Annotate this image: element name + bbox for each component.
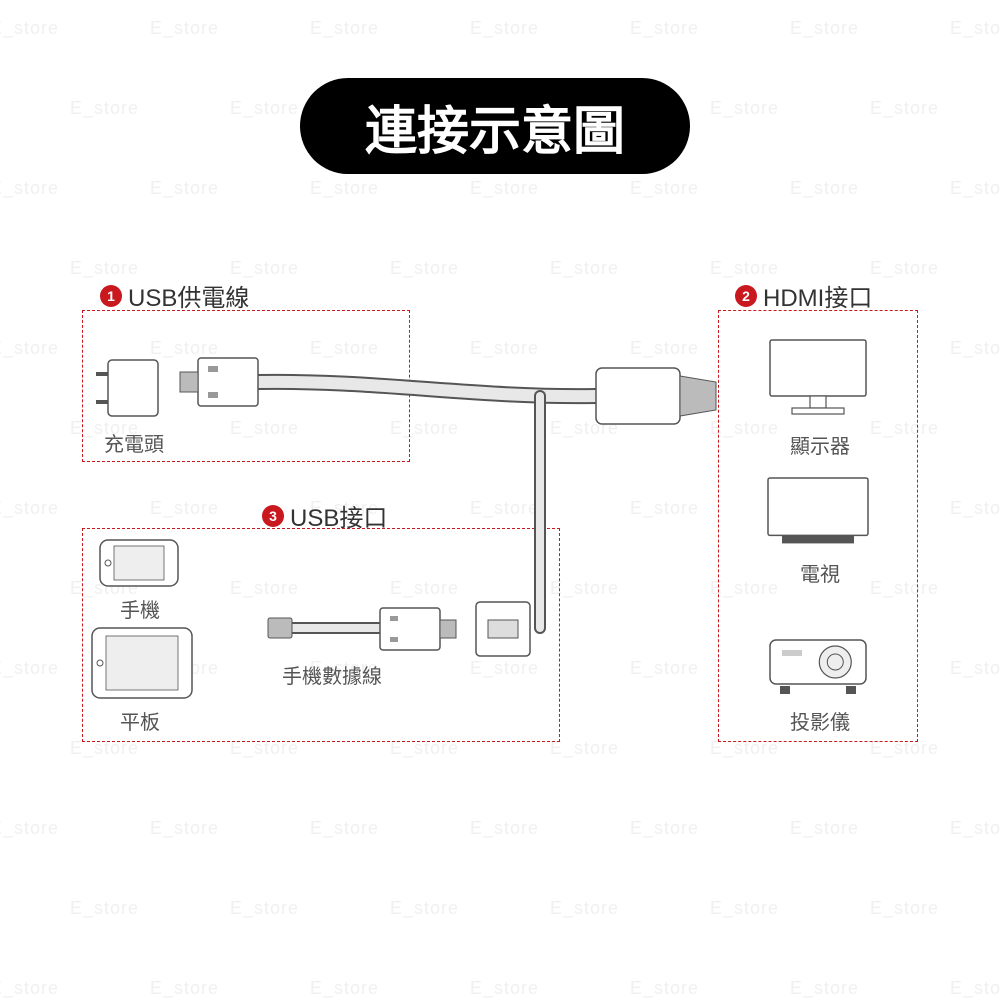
label-usb-port-text: USB接口 xyxy=(290,498,387,533)
badge-3: 3 xyxy=(262,505,284,527)
label-charger: 充電頭 xyxy=(104,428,164,457)
badge-2: 2 xyxy=(735,285,757,307)
label-tv: 電視 xyxy=(800,558,840,587)
label-usb-power-text: USB供電線 xyxy=(128,278,249,313)
badge-1: 1 xyxy=(100,285,122,307)
label-projector: 投影儀 xyxy=(790,706,850,735)
section-label-hdmi: 2 HDMI接口 xyxy=(735,278,872,313)
title-pill: 連接示意圖 xyxy=(300,78,690,174)
section-label-usb-power: 1 USB供電線 xyxy=(100,278,249,313)
label-monitor: 顯示器 xyxy=(790,430,850,459)
label-tablet: 平板 xyxy=(120,706,160,735)
box-hdmi xyxy=(718,310,918,742)
section-label-usb-port: 3 USB接口 xyxy=(262,498,387,533)
label-phone: 手機 xyxy=(120,594,160,623)
label-hdmi-text: HDMI接口 xyxy=(763,278,872,313)
label-datacable: 手機數據線 xyxy=(282,660,382,689)
title-text: 連接示意圖 xyxy=(365,89,625,164)
